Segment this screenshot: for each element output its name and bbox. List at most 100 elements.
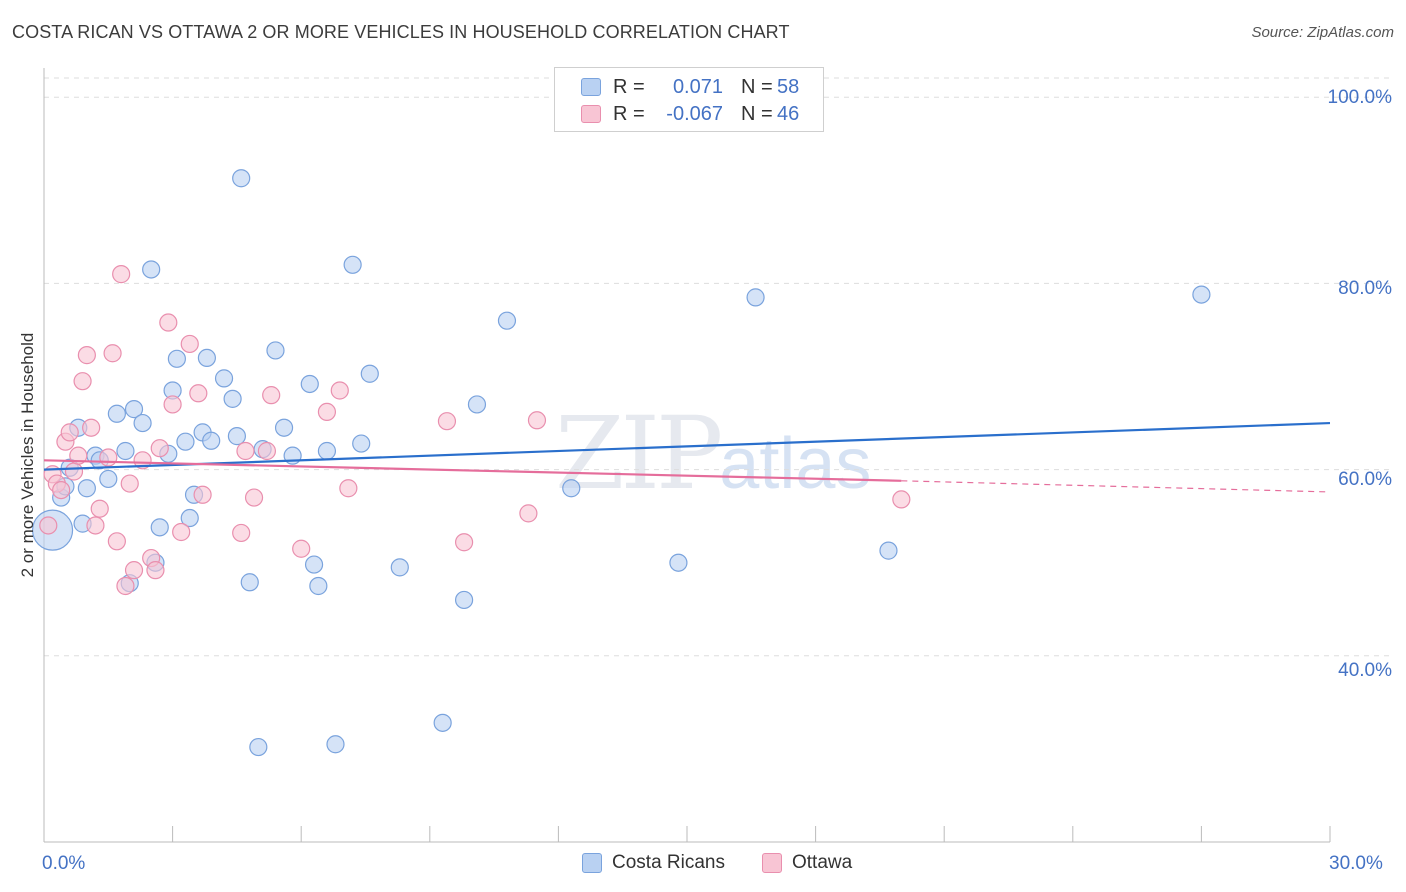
costa-rican-point-10 xyxy=(107,404,126,423)
costa-rican-point-42 xyxy=(343,255,362,274)
ottawa-point-16 xyxy=(112,265,131,284)
costa-rican-trendline xyxy=(43,421,1331,471)
costa-rican-point-15 xyxy=(142,260,161,279)
costa-rican-point-17 xyxy=(150,518,169,537)
ottawa-point-13 xyxy=(99,448,118,467)
costa-rican-point-25 xyxy=(197,348,216,368)
stats-legend: R = 0.071 N = 58 R = -0.067 N = 46 xyxy=(554,67,824,132)
ottawa-trendline-extension xyxy=(901,480,1331,493)
legend-row-ottawa: R = -0.067 N = 46 xyxy=(581,101,799,127)
costa-rican-point-50 xyxy=(562,479,581,498)
legend-swatch-pink xyxy=(581,105,601,123)
legend-r-value: -0.067 xyxy=(666,102,723,125)
ottawa-point-41 xyxy=(527,411,547,430)
x-tick-label-max: 30.0% xyxy=(1329,853,1383,874)
legend-n-value: 46 xyxy=(777,102,800,125)
costa-rican-point-49 xyxy=(497,311,517,330)
costa-rican-point-27 xyxy=(214,369,234,388)
ottawa-point-38 xyxy=(339,479,358,498)
costa-rican-point-41 xyxy=(326,735,345,754)
bottom-legend-ottawa[interactable]: Ottawa xyxy=(762,852,852,874)
costa-rican-point-34 xyxy=(266,341,285,360)
ottawa-point-30 xyxy=(232,523,251,543)
ottawa-point-5 xyxy=(60,423,79,442)
legend-label-costa-ricans: Costa Ricans xyxy=(612,852,725,873)
costa-rican-point-32 xyxy=(249,737,268,757)
x-tick-label-min: 0.0% xyxy=(42,853,86,874)
y-axis-label: 2 or more Vehicles in Household xyxy=(18,332,37,578)
ottawa-point-11 xyxy=(86,516,105,535)
y-tick-label-60: 60.0% xyxy=(1338,469,1392,490)
costa-rican-point-13 xyxy=(124,400,144,419)
ottawa-point-40 xyxy=(454,533,474,552)
ottawa-point-37 xyxy=(330,381,349,400)
costa-rican-point-20 xyxy=(167,349,186,368)
ottawa-point-17 xyxy=(116,576,135,596)
chart-title: COSTA RICAN VS OTTAWA 2 OR MORE VEHICLES… xyxy=(12,22,790,42)
source-label: Source: ZipAtlas.com xyxy=(1251,24,1394,41)
costa-rican-point-30 xyxy=(232,169,251,188)
ottawa-point-6 xyxy=(64,462,84,481)
ottawa-point-31 xyxy=(236,441,255,461)
costa-rican-point-48 xyxy=(467,395,487,414)
bottom-legend-costa-ricans[interactable]: Costa Ricans xyxy=(582,852,725,874)
costa-rican-point-35 xyxy=(274,418,294,437)
ottawa-point-3 xyxy=(52,481,71,500)
legend-r-label: R = xyxy=(613,75,645,98)
costa-rican-point-39 xyxy=(309,576,328,596)
ottawa-point-25 xyxy=(163,395,182,414)
ottawa-point-22 xyxy=(146,561,165,580)
ottawa-point-34 xyxy=(262,386,281,405)
costa-rican-point-40 xyxy=(317,441,337,461)
ottawa-point-39 xyxy=(437,412,457,431)
costa-rican-point-29 xyxy=(227,427,246,446)
legend-row-costa-ricans: R = 0.071 N = 58 xyxy=(581,74,799,100)
ottawa-point-12 xyxy=(90,499,109,518)
ottawa-point-10 xyxy=(82,418,101,437)
legend-n-label: N = xyxy=(741,102,773,125)
costa-rican-point-47 xyxy=(454,590,474,610)
ottawa-point-20 xyxy=(133,451,152,470)
costa-rican-point-22 xyxy=(180,508,199,528)
costa-rican-point-6 xyxy=(77,479,96,498)
ottawa-point-32 xyxy=(244,488,264,507)
legend-label-ottawa: Ottawa xyxy=(792,852,853,873)
costa-rican-point-9 xyxy=(99,469,118,489)
costa-rican-point-53 xyxy=(879,541,898,560)
y-tick-label-40: 40.0% xyxy=(1338,660,1392,681)
ottawa-point-36 xyxy=(317,402,337,421)
ottawa-point-42 xyxy=(519,504,538,523)
costa-rican-point-52 xyxy=(746,288,765,307)
legend-swatch-blue xyxy=(582,853,602,873)
ottawa-point-8 xyxy=(73,372,92,391)
costa-rican-point-26 xyxy=(202,431,221,450)
ottawa-point-23 xyxy=(150,439,169,458)
costa-rican-point-51 xyxy=(669,553,688,572)
legend-swatch-pink xyxy=(762,853,782,873)
costa-rican-point-28 xyxy=(223,389,242,408)
costa-rican-point-45 xyxy=(390,558,409,577)
ottawa-point-19 xyxy=(124,561,144,580)
y-tick-label-80: 80.0% xyxy=(1338,278,1392,299)
costa-rican-point-21 xyxy=(176,432,195,451)
ottawa-point-43 xyxy=(892,490,911,509)
costa-rican-point-11 xyxy=(116,441,135,461)
costa-rican-point-31 xyxy=(240,573,259,592)
ottawa-point-35 xyxy=(292,539,311,558)
ottawa-point-24 xyxy=(159,313,178,332)
ottawa-point-15 xyxy=(107,532,126,551)
legend-r-label: R = xyxy=(613,102,645,125)
costa-rican-point-54 xyxy=(1192,285,1211,304)
y-tick-label-100: 100.0% xyxy=(1327,87,1392,108)
ottawa-point-9 xyxy=(77,346,96,365)
ottawa-point-28 xyxy=(189,384,208,403)
ottawa-trendline xyxy=(43,459,902,482)
ottawa-point-27 xyxy=(180,334,199,354)
costa-rican-point-43 xyxy=(352,434,371,453)
legend-r-value: 0.071 xyxy=(672,75,723,98)
costa-rican-point-38 xyxy=(304,555,324,574)
costa-rican-point-46 xyxy=(433,713,452,732)
ottawa-point-33 xyxy=(257,441,277,461)
legend-swatch-blue xyxy=(581,78,601,96)
